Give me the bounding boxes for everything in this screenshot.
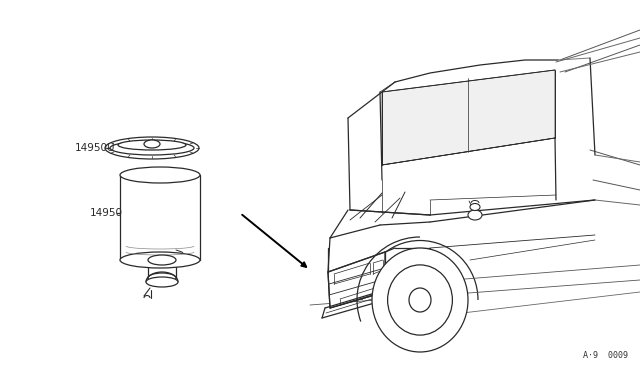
Ellipse shape	[409, 288, 431, 312]
Ellipse shape	[120, 252, 200, 268]
Polygon shape	[382, 70, 555, 165]
Ellipse shape	[372, 248, 468, 352]
Ellipse shape	[144, 140, 160, 148]
Text: A·9  0009: A·9 0009	[583, 351, 628, 360]
Text: 14950U: 14950U	[75, 143, 115, 153]
Ellipse shape	[110, 141, 194, 155]
Ellipse shape	[470, 203, 480, 211]
Ellipse shape	[148, 255, 176, 265]
Ellipse shape	[148, 273, 176, 283]
Ellipse shape	[118, 140, 186, 150]
Polygon shape	[328, 252, 385, 308]
Ellipse shape	[146, 277, 178, 287]
Ellipse shape	[105, 137, 199, 159]
Ellipse shape	[120, 167, 200, 183]
Text: 14950: 14950	[90, 208, 123, 218]
Ellipse shape	[468, 210, 482, 220]
Ellipse shape	[388, 265, 452, 335]
